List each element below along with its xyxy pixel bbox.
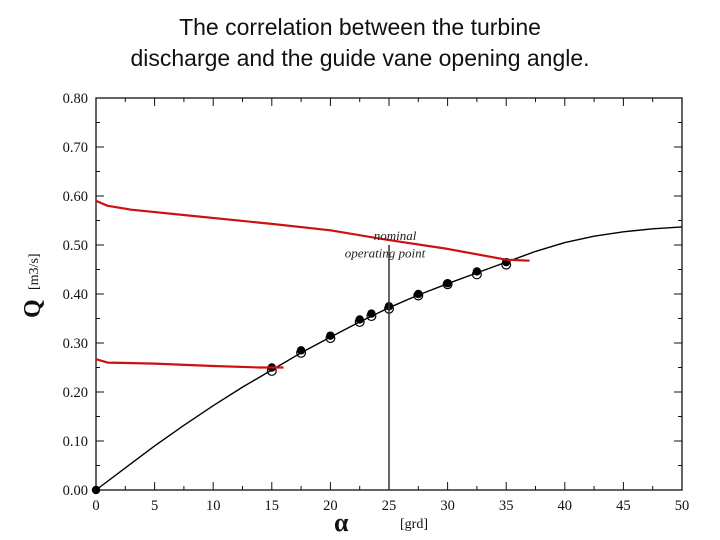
x-axis-unit: [grd] bbox=[400, 517, 428, 532]
filled-data-point bbox=[91, 485, 101, 495]
filled-data-point bbox=[326, 331, 335, 340]
x-axis-symbol: α bbox=[334, 508, 349, 537]
filled-data-point bbox=[367, 309, 376, 318]
open-data-point bbox=[296, 347, 307, 358]
x-tick-label: 0 bbox=[92, 498, 99, 514]
x-tick-label: 35 bbox=[499, 498, 514, 514]
x-tick-label: 40 bbox=[558, 498, 573, 514]
y-tick-label: 0.60 bbox=[63, 189, 88, 205]
x-tick-label: 45 bbox=[616, 498, 631, 514]
x-tick-label: 10 bbox=[206, 498, 221, 514]
open-data-point bbox=[325, 333, 336, 344]
open-data-point bbox=[442, 279, 453, 290]
y-tick-label: 0.80 bbox=[63, 91, 88, 107]
x-axis-label: α [grd] bbox=[334, 508, 428, 537]
x-tick-label: 25 bbox=[382, 498, 397, 514]
red-curve-line bbox=[95, 199, 530, 262]
annotation: nominal operating point bbox=[345, 228, 426, 490]
x-tick-label: 50 bbox=[675, 498, 690, 514]
y-tick-label: 0.40 bbox=[63, 287, 88, 303]
red-curve-line bbox=[95, 358, 284, 369]
chart-series bbox=[91, 199, 683, 495]
filled-data-point bbox=[443, 279, 452, 288]
annotation-line-1: nominal bbox=[374, 228, 417, 243]
x-tick-label: 20 bbox=[323, 498, 338, 514]
y-tick-label: 0.00 bbox=[63, 483, 88, 499]
filled-data-point bbox=[296, 346, 306, 355]
title-line-2: discharge and the guide vane opening ang… bbox=[130, 45, 590, 71]
y-axis-unit: [m3/s] bbox=[27, 253, 42, 290]
x-tick-label: 30 bbox=[440, 498, 455, 514]
annotation-line-2: operating point bbox=[345, 245, 426, 260]
open-data-point bbox=[413, 290, 424, 301]
x-axis-ticks: 0 5 10 15 20 25 30 35 40 45 50 bbox=[92, 98, 689, 514]
filled-data-point bbox=[472, 267, 482, 276]
y-axis-symbol: Q bbox=[20, 299, 46, 318]
filled-data-point bbox=[355, 315, 364, 324]
open-data-point bbox=[366, 311, 377, 322]
y-tick-label: 0.10 bbox=[63, 434, 88, 450]
x-tick-label: 15 bbox=[265, 498, 280, 514]
x-tick-label: 5 bbox=[151, 498, 158, 514]
page-title: The correlation between the turbine disc… bbox=[0, 12, 720, 74]
open-data-point bbox=[471, 269, 482, 280]
title-line-1: The correlation between the turbine bbox=[179, 14, 541, 40]
y-tick-label: 0.30 bbox=[63, 336, 88, 352]
y-tick-label: 0.20 bbox=[63, 385, 88, 401]
y-tick-label: 0.70 bbox=[63, 140, 88, 156]
y-axis-ticks: 0.00 0.10 0.20 0.30 0.40 0.50 0.60 0.70 0.80 bbox=[63, 91, 682, 499]
open-data-point bbox=[354, 316, 365, 327]
y-tick-label: 0.50 bbox=[63, 238, 88, 254]
y-axis-label: Q [m3/s] bbox=[20, 253, 46, 318]
